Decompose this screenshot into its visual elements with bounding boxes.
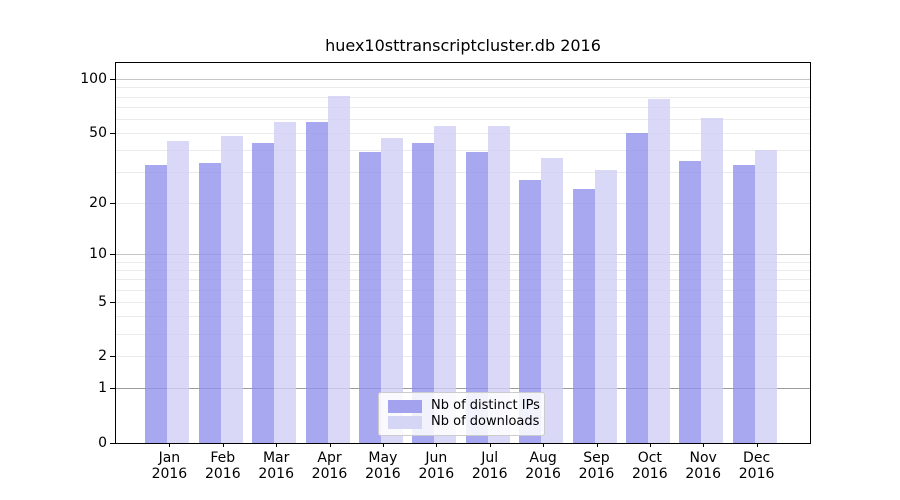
y-tick-label: 2 (98, 348, 107, 365)
x-tick-mark (382, 443, 384, 447)
bar-downloads-jun (434, 125, 457, 443)
x-tick-mark (596, 443, 598, 447)
x-tick-mark (436, 443, 438, 447)
bar-downloads-sep (594, 169, 617, 443)
legend: Nb of distinct IPs Nb of downloads (378, 392, 545, 436)
x-tick-mark (703, 443, 705, 447)
bar-distinct-ips-dec (732, 165, 755, 443)
gridline-minor (116, 107, 810, 108)
legend-swatch-downloads-icon (388, 415, 422, 429)
y-tick-mark (110, 388, 115, 390)
chart-title: huex10sttranscriptcluster.db 2016 (325, 36, 601, 55)
x-tick-mark (649, 443, 651, 447)
bar-distinct-ips-feb (198, 162, 221, 443)
bar-distinct-ips-sep (572, 189, 595, 443)
y-tick-label: 20 (89, 195, 107, 211)
gridline-major (116, 254, 810, 255)
gridline-minor (116, 133, 810, 134)
bar-downloads-may (380, 137, 403, 443)
y-tick-mark (110, 254, 115, 255)
x-tick-label: Jun 2016 (418, 450, 455, 482)
bar-downloads-oct (647, 98, 670, 443)
y-tick-mark (110, 443, 115, 444)
y-tick-mark (110, 301, 115, 303)
y-tick-label: 50 (89, 125, 107, 141)
x-tick-label: May 2016 (365, 450, 401, 482)
gridline-major (116, 79, 810, 81)
bar-downloads-jan (167, 141, 190, 443)
bar-distinct-ips-mar (252, 142, 275, 443)
bar-downloads-apr (327, 95, 350, 443)
x-tick-mark (756, 443, 758, 447)
y-tick-label: 0 (98, 435, 107, 451)
bar-distinct-ips-jun (412, 142, 435, 443)
gridline-minor (116, 96, 810, 98)
bar-distinct-ips-oct (625, 133, 648, 443)
gridline-unit (116, 388, 810, 390)
x-tick-mark (543, 443, 545, 447)
gridline-minor (116, 203, 810, 204)
y-tick-mark (110, 356, 115, 358)
gridline-minor (116, 301, 810, 303)
gridline-minor (116, 289, 810, 291)
legend-swatch-distinct-ips-icon (388, 399, 422, 413)
legend-label-downloads: Nb of downloads (431, 414, 540, 429)
x-tick-label: Aug 2016 (525, 450, 561, 482)
y-tick-label: 100 (80, 71, 107, 88)
gridline-minor (116, 172, 810, 174)
y-tick-label: 1 (98, 380, 107, 397)
gridline-minor (116, 150, 810, 152)
x-tick-mark (329, 443, 331, 447)
x-tick-mark (276, 443, 278, 447)
bar-distinct-ips-nov (679, 160, 702, 443)
x-tick-label: Jul 2016 (471, 450, 508, 482)
x-tick-label: Nov 2016 (685, 450, 721, 482)
y-tick-mark (110, 79, 115, 81)
gridline-minor (116, 279, 810, 281)
bar-downloads-jul (487, 125, 510, 443)
gridline-minor (116, 118, 810, 120)
x-tick-label: Feb 2016 (204, 450, 241, 482)
legend-item-distinct-ips: Nb of distinct IPs (388, 399, 540, 413)
y-tick-mark (110, 203, 115, 204)
bar-downloads-aug (541, 158, 564, 443)
bar-distinct-ips-jan (145, 165, 168, 443)
legend-item-downloads: Nb of downloads (388, 415, 539, 429)
y-tick-label: 10 (89, 246, 107, 262)
x-tick-mark (169, 443, 171, 447)
bar-distinct-ips-may (358, 152, 381, 443)
bar-downloads-mar (274, 121, 297, 443)
bar-downloads-dec (754, 150, 777, 443)
bar-distinct-ips-aug (519, 180, 542, 443)
bars-and-grid-layer (116, 63, 810, 443)
y-tick-label: 5 (98, 293, 107, 310)
gridline-minor (116, 269, 810, 271)
x-tick-label: Dec 2016 (738, 450, 775, 482)
bar-distinct-ips-apr (305, 121, 328, 443)
bar-downloads-nov (701, 117, 724, 443)
x-tick-label: Mar 2016 (258, 450, 294, 482)
bar-distinct-ips-jul (465, 152, 488, 443)
gridline-minor (116, 356, 810, 358)
x-tick-mark (489, 443, 491, 447)
x-tick-label: Oct 2016 (631, 450, 668, 482)
gridline-minor (116, 87, 810, 89)
x-tick-label: Apr 2016 (311, 450, 348, 482)
gridline-minor (116, 333, 810, 335)
x-tick-label: Jan 2016 (151, 450, 188, 482)
gridline-minor (116, 316, 810, 318)
bar-downloads-feb (220, 136, 243, 443)
gridline-minor (116, 261, 810, 263)
x-tick-label: Sep 2016 (578, 450, 615, 482)
y-tick-mark (110, 133, 115, 134)
legend-label-distinct-ips: Nb of distinct IPs (431, 398, 540, 413)
x-tick-mark (222, 443, 224, 447)
plot-area: Nb of distinct IPs Nb of downloads 0 1 2 5 1… (80, 62, 811, 482)
